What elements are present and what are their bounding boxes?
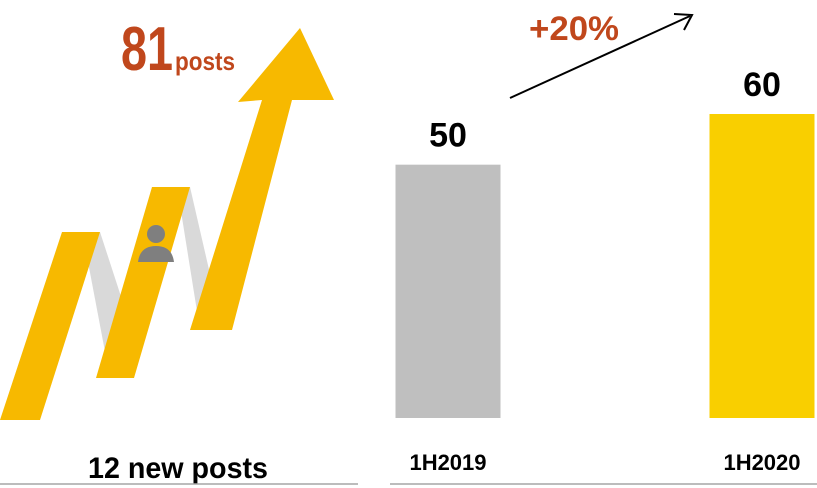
arrow-segment — [0, 232, 100, 420]
caption: 12 new posts — [88, 452, 268, 485]
growth-annotation: +20% — [529, 10, 619, 48]
category-label: 1H2019 — [409, 450, 486, 475]
arrow-head — [190, 28, 334, 330]
growth-arrow-head — [673, 13, 694, 31]
headline-unit: posts — [175, 46, 235, 76]
business-icon — [138, 225, 174, 262]
value-label: 60 — [743, 66, 781, 104]
bar — [709, 114, 815, 418]
arrow-segment — [96, 187, 190, 378]
zigzag-arrow — [0, 28, 334, 420]
value-label: 50 — [429, 117, 467, 155]
icon-body — [138, 246, 174, 262]
headline-value: 81 — [121, 15, 173, 84]
bar — [395, 164, 501, 418]
growth-arrow — [509, 15, 691, 99]
icon-gear — [147, 225, 165, 243]
category-label: 1H2020 — [723, 450, 800, 475]
